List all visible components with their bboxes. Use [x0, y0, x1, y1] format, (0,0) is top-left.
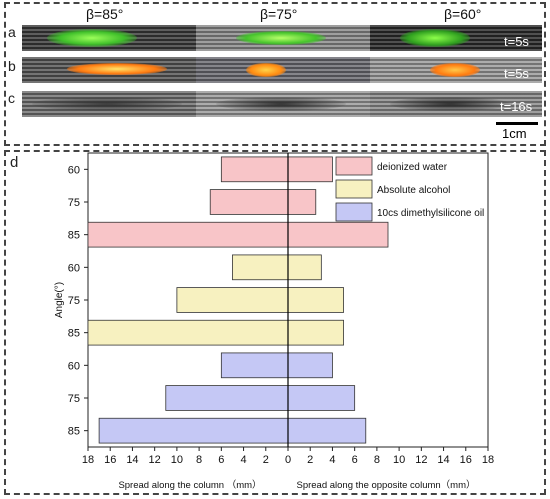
x-tick-label: 12 — [415, 454, 427, 466]
panel-label-a: a — [8, 24, 16, 40]
chart-panel — [4, 150, 546, 495]
x-tick-label: 2 — [307, 454, 313, 466]
y-tick-label: 60 — [68, 262, 80, 274]
photo-b-85 — [22, 57, 196, 83]
x-tick-label: 14 — [126, 454, 138, 466]
photo-panel — [4, 2, 546, 146]
panel-label-c: c — [8, 90, 15, 106]
panel-label-d: d — [10, 154, 19, 171]
bar-alcohol-60 — [232, 254, 322, 281]
x-tick-label: 6 — [218, 454, 224, 466]
y-tick-label: 85 — [68, 426, 80, 438]
y-tick-label: 85 — [68, 230, 80, 242]
legend-label-oil: 10cs dimethylsilicone oil — [377, 208, 484, 219]
x-tick-label: 8 — [196, 454, 202, 466]
x-tick-label: 18 — [82, 454, 94, 466]
photo-c-85 — [22, 91, 196, 117]
x-tick-label: 16 — [460, 454, 472, 466]
x-axis-label-left: Spread along the column （mm） — [118, 479, 261, 491]
beta-label-60: β=60° — [444, 6, 482, 22]
x-tick-label: 4 — [240, 454, 246, 466]
x-axis-label-right: Spread along the opposite column（mm） — [296, 479, 475, 491]
photo-b-60 — [370, 57, 542, 83]
time-label-b: t=5s — [504, 66, 529, 81]
photo-c-60 — [370, 91, 542, 117]
legend-label-water: deionized water — [377, 162, 448, 173]
x-tick-label: 6 — [352, 454, 358, 466]
photo-a-75 — [196, 25, 370, 51]
legend-swatch-oil — [335, 202, 373, 222]
y-tick-label: 85 — [68, 328, 80, 340]
time-label-c: t=16s — [500, 99, 533, 114]
x-tick-label: 10 — [393, 454, 405, 466]
x-tick-label: 4 — [329, 454, 335, 466]
photo-a-85 — [22, 25, 196, 51]
photo-a-60 — [370, 25, 542, 51]
bar-alcohol-75 — [176, 287, 344, 313]
x-tick-label: 18 — [482, 454, 494, 466]
photo-c-75 — [196, 91, 370, 117]
bar-oil-60 — [220, 352, 333, 379]
bar-oil-75 — [165, 385, 356, 411]
bar-water-60 — [220, 156, 333, 183]
x-tick-label: 14 — [437, 454, 449, 466]
scale-label: 1cm — [502, 126, 527, 141]
panel-label-b: b — [8, 58, 16, 74]
x-tick-label: 8 — [374, 454, 380, 466]
legend-swatch-water — [335, 156, 373, 176]
bar-oil-85 — [98, 417, 367, 444]
x-tick-label: 10 — [171, 454, 183, 466]
scale-bar — [496, 122, 538, 125]
beta-label-85: β=85° — [86, 6, 124, 22]
y-tick-label: 75 — [68, 197, 80, 209]
legend-swatch-alcohol — [335, 179, 373, 199]
bar-alcohol-85 — [87, 319, 344, 346]
x-tick-label: 2 — [263, 454, 269, 466]
legend-label-alcohol: Absolute alcohol — [377, 185, 450, 196]
bar-water-75 — [209, 189, 317, 215]
y-axis-label: Angle(°) — [54, 282, 65, 318]
x-tick-label: 0 — [285, 454, 291, 466]
time-label-a: t=5s — [504, 34, 529, 49]
y-tick-label: 75 — [68, 295, 80, 307]
y-tick-label: 75 — [68, 393, 80, 405]
y-tick-label: 60 — [68, 360, 80, 372]
y-tick-label: 60 — [68, 164, 80, 176]
photo-b-75 — [196, 57, 370, 83]
x-tick-label: 16 — [104, 454, 116, 466]
bar-water-85 — [87, 221, 389, 248]
x-tick-label: 12 — [149, 454, 161, 466]
beta-label-75: β=75° — [260, 6, 298, 22]
